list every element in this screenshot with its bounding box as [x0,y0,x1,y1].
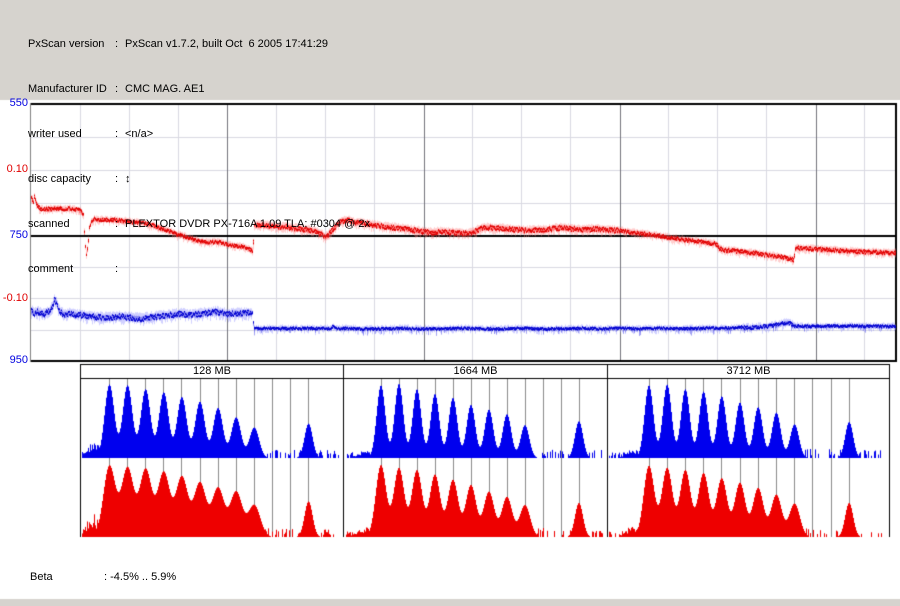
field-value: ↕ [125,173,131,185]
field-label: disc capacity [28,173,91,185]
field-label: comment [28,263,74,275]
field-separator: : [115,173,119,185]
header-row: disc capacity: ↕ [28,172,370,187]
header-row: PxScan version: PxScan v1.7.2, built Oct … [28,37,370,52]
y-axis-tick-750: 750 [9,229,28,241]
y-axis-tick-550: 550 [9,97,28,109]
field-value: PLEXTOR DVDR PX-716A 1.09 TLA: #0304 @ 2… [125,218,370,230]
y-axis-tick-plus010: 0.10 [6,163,28,175]
field-separator: : [115,38,119,50]
field-separator: : [115,128,119,140]
footer-line: Beta : -4.5% .. 5.9% [30,570,501,584]
field-separator: : [115,83,119,95]
header-row: Manufacturer ID: CMC MAG. AE1 [28,82,370,97]
scan-info-header: PxScan version: PxScan v1.7.2, built Oct … [28,7,370,307]
header-row: comment: [28,262,370,277]
field-value: CMC MAG. AE1 [125,83,205,95]
ta-zone-header-3: 3712 MB [726,365,771,377]
y-axis-tick-950: 950 [9,354,28,366]
field-label: scanned [28,218,70,230]
scan-stats-footer: Beta: -4.5% .. 5.9% TA Test Zone 1avg: 1… [30,542,501,606]
field-value: PxScan v1.7.2, built Oct 6 2005 17:41:29 [125,38,329,50]
field-label: PxScan version [28,38,105,50]
ta-zone-header-1: 128 MB [193,365,231,377]
field-value: <n/a> [125,128,154,140]
header-row: scanned: PLEXTOR DVDR PX-716A 1.09 TLA: #… [28,217,370,232]
field-label: Manufacturer ID [28,83,107,95]
field-label: writer used [28,128,82,140]
field-separator: : [115,218,119,230]
stat-value: : -4.5% .. 5.9% [104,571,177,583]
y-axis-tick-minus010: -0.10 [2,292,28,304]
ta-zone-header-2: 1664 MB [453,365,498,377]
field-separator: : [115,263,119,275]
stat-label: Beta [30,571,53,583]
header-row: writer used: <n/a> [28,127,370,142]
